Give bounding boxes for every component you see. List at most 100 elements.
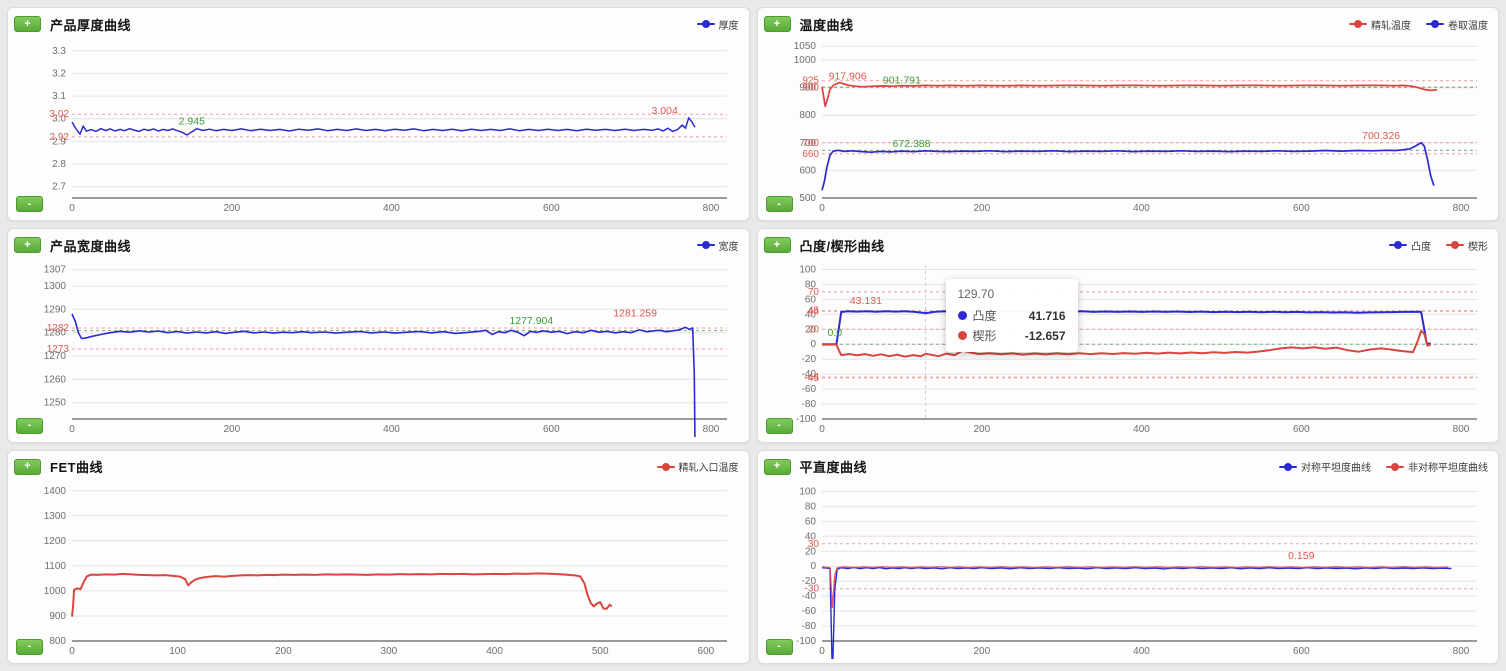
series-dot-icon xyxy=(957,331,967,341)
collapse-button[interactable]: - xyxy=(765,196,793,213)
svg-text:45: 45 xyxy=(807,306,819,317)
svg-text:43.131: 43.131 xyxy=(849,295,881,307)
svg-text:200: 200 xyxy=(275,646,292,657)
svg-text:-44: -44 xyxy=(804,372,819,383)
svg-text:1260: 1260 xyxy=(44,375,67,386)
series-marker-icon xyxy=(696,241,715,250)
svg-text:600: 600 xyxy=(1292,203,1309,214)
svg-text:70: 70 xyxy=(807,287,819,298)
series-marker-icon xyxy=(1446,241,1464,250)
chart-canvas[interactable]: 100 80 60 40 20 0 -20 -40 -60 -80 -100 70 45 44 20 -44-… xyxy=(764,257,1493,437)
collapse-button[interactable]: - xyxy=(765,638,793,655)
svg-text:600: 600 xyxy=(698,646,715,657)
chart-legend: 精轧温度 卷取温度 xyxy=(1349,17,1492,32)
legend-item[interactable]: 厚度 xyxy=(696,17,739,32)
svg-text:100: 100 xyxy=(169,646,186,657)
chart-title: 产品宽度曲线 xyxy=(50,238,132,254)
legend-item[interactable]: 精轧温度 xyxy=(1349,17,1411,32)
collapse-button[interactable]: - xyxy=(765,417,793,434)
expand-button[interactable]: + xyxy=(763,16,791,32)
tooltip-x-value: 129.70 xyxy=(957,287,995,302)
expand-button[interactable]: + xyxy=(763,458,791,475)
svg-text:-60: -60 xyxy=(801,606,816,617)
expand-button[interactable]: + xyxy=(14,16,41,32)
chart-legend: 凸度 楔形 xyxy=(1389,238,1492,253)
svg-text:20: 20 xyxy=(804,325,816,336)
legend-label: 宽度 xyxy=(718,241,739,253)
panel-header: + 产品厚度曲线 厚度 xyxy=(14,12,743,36)
legend-item[interactable]: 对称平坦度曲线 xyxy=(1279,459,1371,474)
expand-button[interactable]: + xyxy=(763,237,791,254)
svg-text:0.159: 0.159 xyxy=(1288,549,1314,561)
legend-item[interactable]: 非对称平坦度曲线 xyxy=(1386,459,1488,474)
legend-label: 凸度 xyxy=(1411,241,1431,253)
svg-text:1307: 1307 xyxy=(44,265,67,276)
tooltip-row: 楔形 -12.657 xyxy=(957,327,1066,344)
legend-item[interactable]: 卷取温度 xyxy=(1426,17,1488,32)
svg-text:1270: 1270 xyxy=(44,351,67,362)
legend-item[interactable]: 楔形 xyxy=(1446,238,1488,253)
svg-text:0: 0 xyxy=(819,203,825,214)
flatness-chart-panel: + 平直度曲线 对称平坦度曲线 非对称平坦度曲线 100 80 60 40 20 0 -20-… xyxy=(756,449,1499,664)
svg-text:2.945: 2.945 xyxy=(179,115,205,127)
svg-text:1400: 1400 xyxy=(44,485,67,496)
svg-text:60: 60 xyxy=(804,295,816,306)
svg-text:3.1: 3.1 xyxy=(52,91,66,102)
chart-canvas[interactable]: 3.3 3.2 3.1 3.0 2.9 2.8 2.7 3.02 2.92 0 200 400 600 8… xyxy=(14,36,743,216)
series-marker-icon xyxy=(1389,241,1407,250)
collapse-button[interactable]: - xyxy=(16,638,43,655)
chart-legend: 对称平坦度曲线 非对称平坦度曲线 xyxy=(1279,459,1492,474)
svg-text:800: 800 xyxy=(703,203,720,214)
svg-text:-60: -60 xyxy=(801,384,816,395)
svg-text:800: 800 xyxy=(49,636,66,647)
collapse-button[interactable]: - xyxy=(16,196,43,213)
svg-text:0: 0 xyxy=(69,424,75,435)
legend-item[interactable]: 宽度 xyxy=(696,238,739,253)
svg-text:0: 0 xyxy=(819,424,825,435)
tooltip-row: 凸度 41.716 xyxy=(957,307,1066,324)
tooltip-series-label: 凸度 xyxy=(972,309,997,324)
collapse-button[interactable]: - xyxy=(16,417,43,434)
chart-canvas[interactable]: 1400 1300 1200 1100 1000 900 800 0 100 200 300 400 5… xyxy=(14,479,743,659)
panel-header: + FET曲线 精轧入口温度 xyxy=(14,455,743,479)
svg-text:200: 200 xyxy=(973,646,990,657)
expand-button[interactable]: + xyxy=(14,237,41,254)
svg-text:200: 200 xyxy=(973,424,990,435)
svg-text:2.9: 2.9 xyxy=(52,136,66,147)
legend-label: 精轧入口温度 xyxy=(678,463,739,475)
svg-text:200: 200 xyxy=(223,424,240,435)
legend-item[interactable]: 精轧入口温度 xyxy=(656,459,739,475)
svg-text:400: 400 xyxy=(486,646,503,657)
svg-text:3.004: 3.004 xyxy=(652,105,678,117)
chart-legend: 宽度 xyxy=(696,238,743,253)
legend-label: 精轧温度 xyxy=(1371,20,1411,32)
svg-text:40: 40 xyxy=(804,310,816,321)
svg-text:30: 30 xyxy=(807,538,819,549)
series-marker-icon xyxy=(696,20,715,28)
svg-text:500: 500 xyxy=(799,193,816,204)
svg-text:600: 600 xyxy=(543,424,560,435)
svg-text:1000: 1000 xyxy=(44,586,67,597)
svg-text:-20: -20 xyxy=(801,576,816,587)
chart-canvas[interactable]: 1307 1300 1290 1280 1270 1260 1250 1282 1273 0 200… xyxy=(14,257,743,442)
svg-text:1100: 1100 xyxy=(44,561,66,572)
svg-text:-40: -40 xyxy=(801,591,816,602)
chart-legend: 厚度 xyxy=(696,17,743,32)
legend-item[interactable]: 凸度 xyxy=(1389,238,1431,253)
svg-text:200: 200 xyxy=(223,203,240,214)
tooltip-series-label: 楔形 xyxy=(972,329,997,344)
svg-text:2.7: 2.7 xyxy=(52,182,66,193)
chart-canvas[interactable]: 1050 1000 900 800 700 600 500 925 900 700 660 0 200 4… xyxy=(764,36,1493,216)
temperature-chart-panel: + 温度曲线 精轧温度 卷取温度 1050 1000 900 800 700 600 500 9… xyxy=(756,7,1499,222)
svg-text:-45: -45 xyxy=(804,373,819,384)
width-chart-panel: + 产品宽度曲线 宽度 1307 1300 1290 1280 1270 1260 1250… xyxy=(7,228,750,443)
svg-text:44: 44 xyxy=(807,307,819,318)
svg-text:3.3: 3.3 xyxy=(52,46,66,57)
svg-text:-80: -80 xyxy=(801,399,816,410)
chart-canvas[interactable]: 100 80 60 40 20 0 -20 -40 -60 -80 -100 30 -30 0 200 400… xyxy=(764,479,1493,663)
svg-text:1277.904: 1277.904 xyxy=(509,315,553,327)
svg-text:-80: -80 xyxy=(801,621,816,632)
expand-button[interactable]: + xyxy=(14,458,41,475)
svg-text:400: 400 xyxy=(383,424,400,435)
